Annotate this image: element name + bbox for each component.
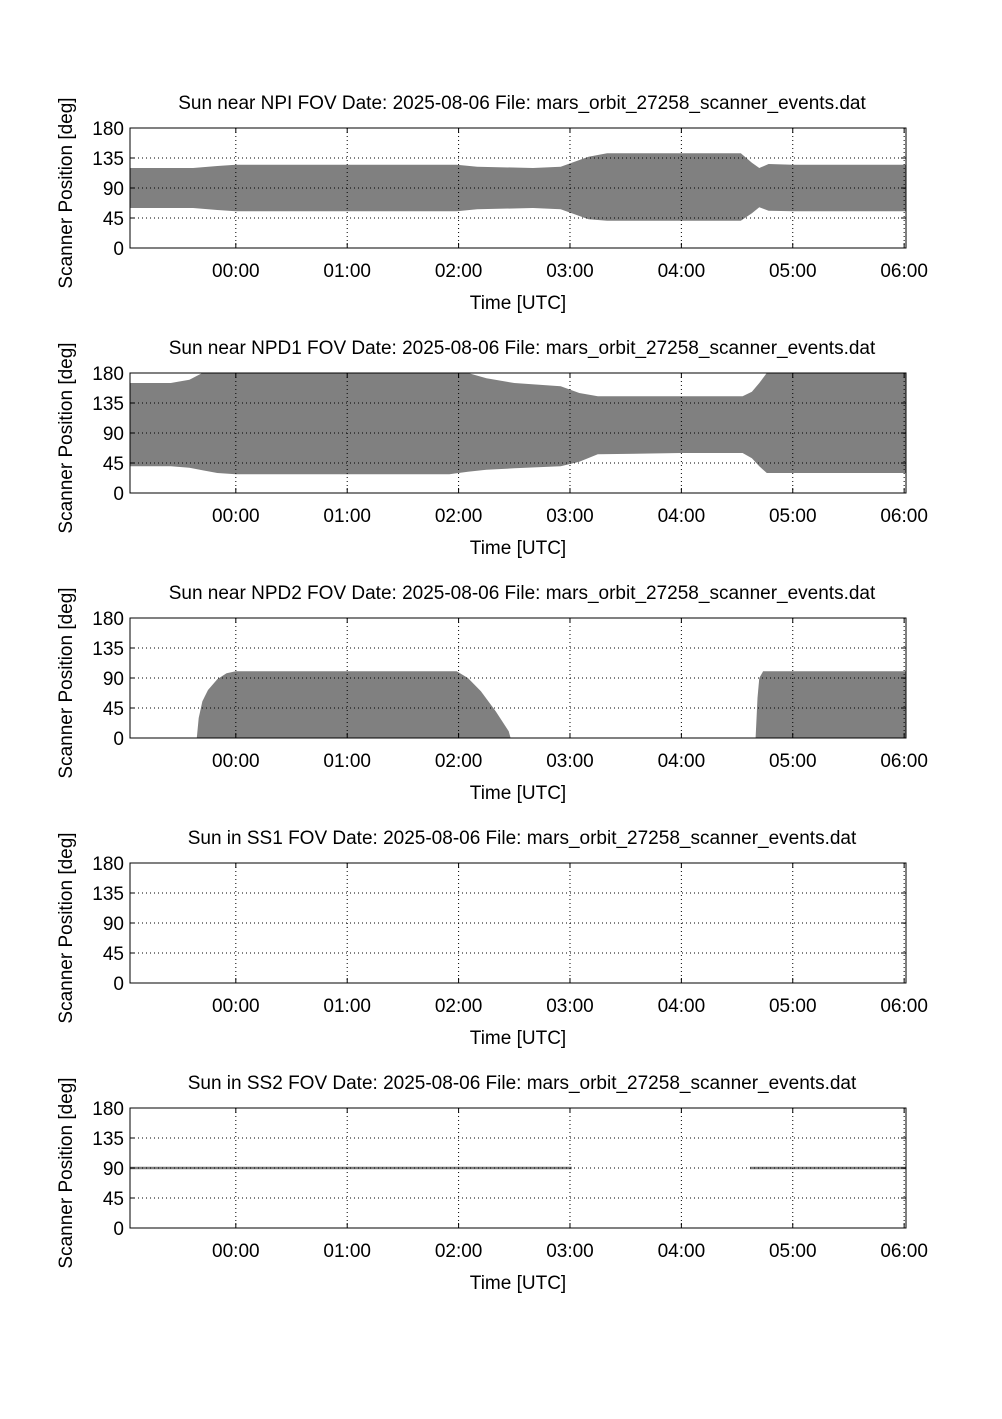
x-tick-label: 05:00 [769,1241,817,1262]
x-tick-label: 02:00 [435,996,483,1017]
y-tick-label: 135 [92,394,124,415]
y-tick-label: 90 [103,669,124,690]
x-tick-label: 06:00 [880,996,928,1017]
y-tick-label: 45 [103,944,124,965]
y-axis-label: Scanner Position [deg] [56,342,77,533]
chart-panel-1: 00:00 01:00 02:00 03:00 04:00 05:00 06:00 0 45 90… [56,93,928,314]
chart-title: Sun near NPD2 FOV Date: 2025-08-06 File:… [169,583,876,604]
x-tick-label: 02:00 [435,261,483,282]
scanner-band-2 [755,671,906,738]
scanner-band-1 [196,671,511,738]
x-tick-label: 01:00 [323,751,371,772]
y-tick-label: 180 [92,364,124,385]
x-tick-label: 04:00 [658,506,706,527]
y-tick-label: 90 [103,1159,124,1180]
y-tick-label: 135 [92,149,124,170]
x-tick-label: 00:00 [212,506,260,527]
chart-title: Sun in SS2 FOV Date: 2025-08-06 File: ma… [188,1073,857,1094]
x-tick-label: 05:00 [769,996,817,1017]
x-tick-label: 01:00 [323,996,371,1017]
scanner-band-2 [750,1166,906,1170]
x-tick-label: 05:00 [769,261,817,282]
y-tick-label: 135 [92,639,124,660]
x-tick-label: 02:00 [435,751,483,772]
y-tick-label: 0 [113,974,124,995]
chart-title: Sun near NPI FOV Date: 2025-08-06 File: … [178,93,866,114]
x-tick-label: 04:00 [658,261,706,282]
x-tick-label: 04:00 [658,1241,706,1262]
x-axis-label: Time [UTC] [470,1028,566,1049]
x-tick-label: 04:00 [658,996,706,1017]
y-tick-label: 45 [103,454,124,475]
y-tick-label: 180 [92,854,124,875]
y-tick-label: 0 [113,484,124,505]
chart-panel-4: 00:00 01:00 02:00 03:00 04:00 05:00 06:00 0 45 90… [56,828,928,1049]
y-tick-label: 0 [113,1219,124,1240]
x-tick-label: 06:00 [880,751,928,772]
x-tick-label: 06:00 [880,261,928,282]
y-axis-label: Scanner Position [deg] [56,587,77,778]
x-tick-label: 05:00 [769,506,817,527]
x-tick-label: 03:00 [546,1241,594,1262]
y-tick-label: 135 [92,884,124,905]
x-tick-label: 01:00 [323,506,371,527]
x-tick-label: 03:00 [546,506,594,527]
x-tick-label: 00:00 [212,996,260,1017]
x-tick-label: 06:00 [880,1241,928,1262]
y-axis-label: Scanner Position [deg] [56,97,77,288]
x-axis-label: Time [UTC] [470,783,566,804]
x-tick-label: 03:00 [546,261,594,282]
x-tick-label: 02:00 [435,506,483,527]
x-axis-label: Time [UTC] [470,293,566,314]
y-tick-label: 180 [92,1099,124,1120]
y-tick-label: 0 [113,729,124,750]
x-tick-label: 00:00 [212,751,260,772]
x-tick-label: 04:00 [658,751,706,772]
y-tick-label: 90 [103,424,124,445]
x-tick-label: 03:00 [546,996,594,1017]
x-tick-label: 00:00 [212,261,260,282]
y-tick-label: 45 [103,699,124,720]
y-tick-label: 180 [92,609,124,630]
x-axis-label: Time [UTC] [470,538,566,559]
scanner-band-1 [130,373,906,475]
y-tick-label: 45 [103,1189,124,1210]
y-tick-label: 0 [113,239,124,260]
y-axis-label: Scanner Position [deg] [56,832,77,1023]
chart-panel-2: 00:00 01:00 02:00 03:00 04:00 05:00 06:00 0 45 90… [56,338,928,559]
y-tick-label: 180 [92,119,124,140]
x-tick-label: 05:00 [769,751,817,772]
x-tick-label: 00:00 [212,1241,260,1262]
x-tick-label: 06:00 [880,506,928,527]
y-tick-label: 90 [103,914,124,935]
y-tick-label: 45 [103,209,124,230]
x-tick-label: 03:00 [546,751,594,772]
y-tick-label: 135 [92,1129,124,1150]
y-tick-label: 90 [103,179,124,200]
chart-panel-3: 00:00 01:00 02:00 03:00 04:00 05:00 06:00 0 45 90… [56,583,928,804]
chart-title: Sun in SS1 FOV Date: 2025-08-06 File: ma… [188,828,857,849]
y-axis-label: Scanner Position [deg] [56,1077,77,1268]
x-tick-label: 01:00 [323,261,371,282]
x-tick-label: 02:00 [435,1241,483,1262]
chart-panel-5: 00:00 01:00 02:00 03:00 04:00 05:00 06:00 0 45 90… [56,1073,928,1294]
scanner-band-1 [130,153,906,221]
x-tick-label: 01:00 [323,1241,371,1262]
chart-title: Sun near NPD1 FOV Date: 2025-08-06 File:… [169,338,876,359]
x-axis-label: Time [UTC] [470,1273,566,1294]
